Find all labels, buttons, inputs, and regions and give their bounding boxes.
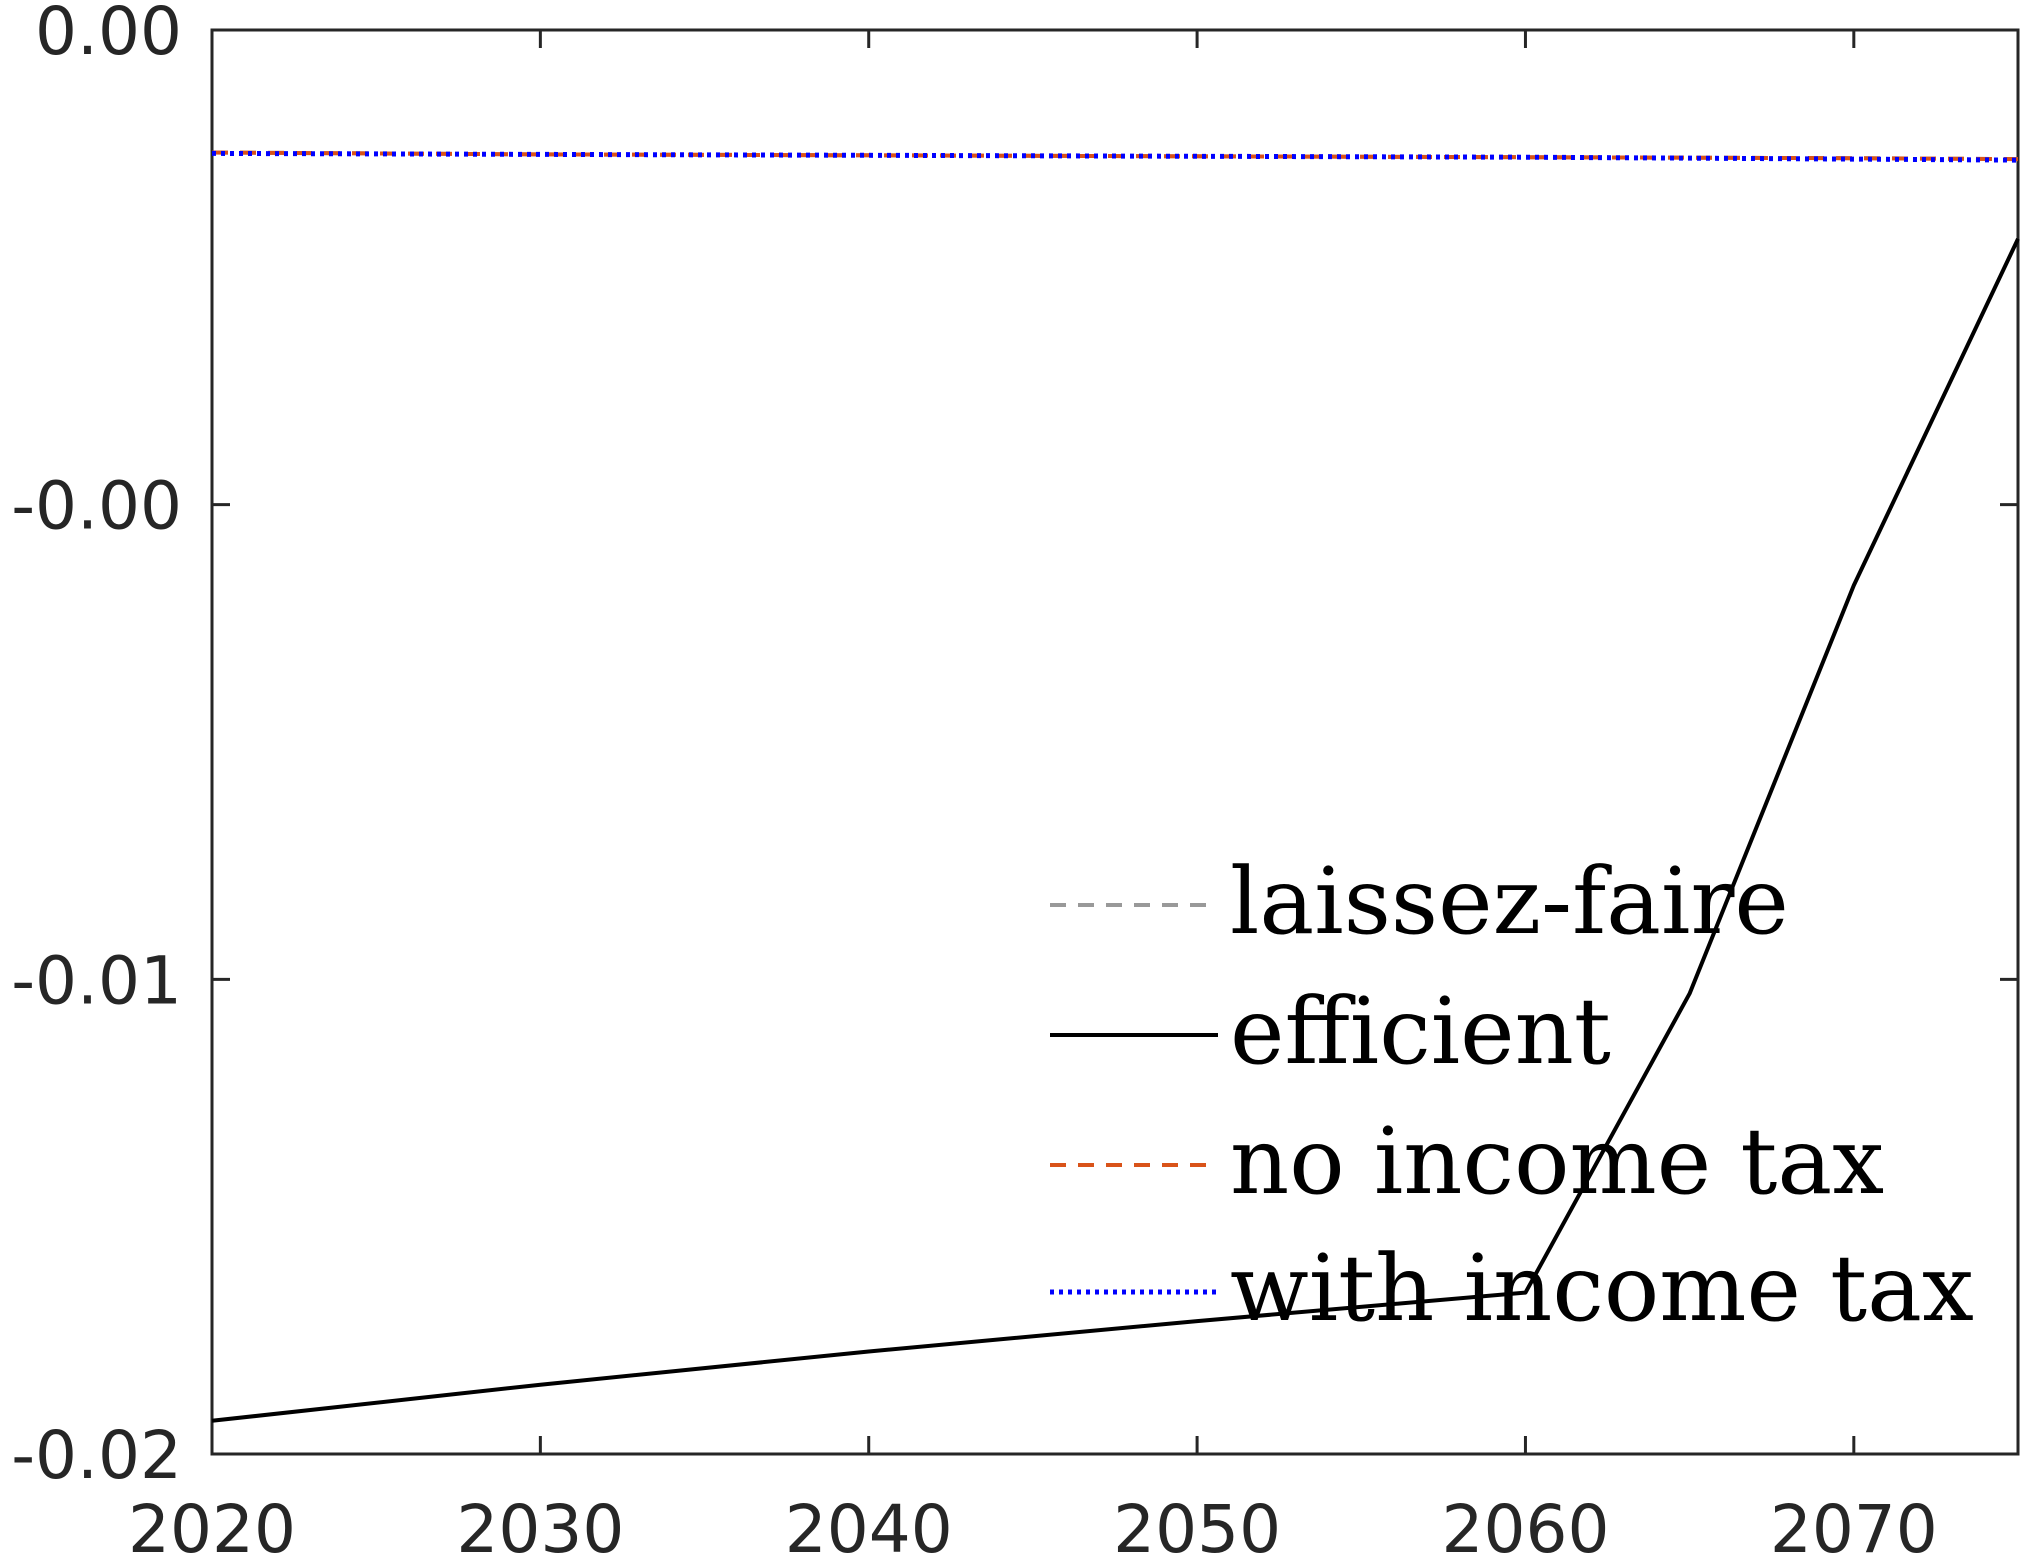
plot-area: 2020 2030 2040 2050 2060 2070 0.00 -0.00 -0.01 -…: [11, 0, 2020, 1554]
legend: laissez-faire efficient no income tax with …: [1050, 848, 1974, 1342]
y-tick-label: -0.00: [11, 468, 182, 545]
legend-label: no income tax: [1230, 1108, 1884, 1215]
x-tick-label: 2060: [1441, 1491, 1609, 1554]
axes-frame: [210, 28, 2020, 1456]
y-axis: 0.00 -0.00 -0.01 -0.02: [11, 0, 2018, 1494]
x-axis: 2020 2030 2040 2050 2060 2070: [128, 30, 1938, 1554]
x-tick-label: 2040: [785, 1491, 953, 1554]
x-tick-label: 2020: [128, 1491, 296, 1554]
y-tick-label: -0.01: [11, 942, 182, 1019]
y-tick-label: -0.02: [11, 1417, 182, 1494]
series-lines: [211, 150, 2020, 1423]
y-tick-label: 0.00: [35, 0, 182, 70]
x-tick-label: 2050: [1113, 1491, 1281, 1554]
x-tick-label: 2030: [456, 1491, 624, 1554]
series-line-no-income-tax: [211, 150, 2019, 162]
series-line-efficient: [211, 238, 2020, 1423]
series-line-with-income-tax: [211, 150, 2019, 163]
legend-label: laissez-faire: [1230, 848, 1789, 955]
legend-label: with income tax: [1230, 1235, 1974, 1342]
legend-label: efficient: [1230, 978, 1611, 1085]
x-tick-label: 2070: [1770, 1491, 1938, 1554]
